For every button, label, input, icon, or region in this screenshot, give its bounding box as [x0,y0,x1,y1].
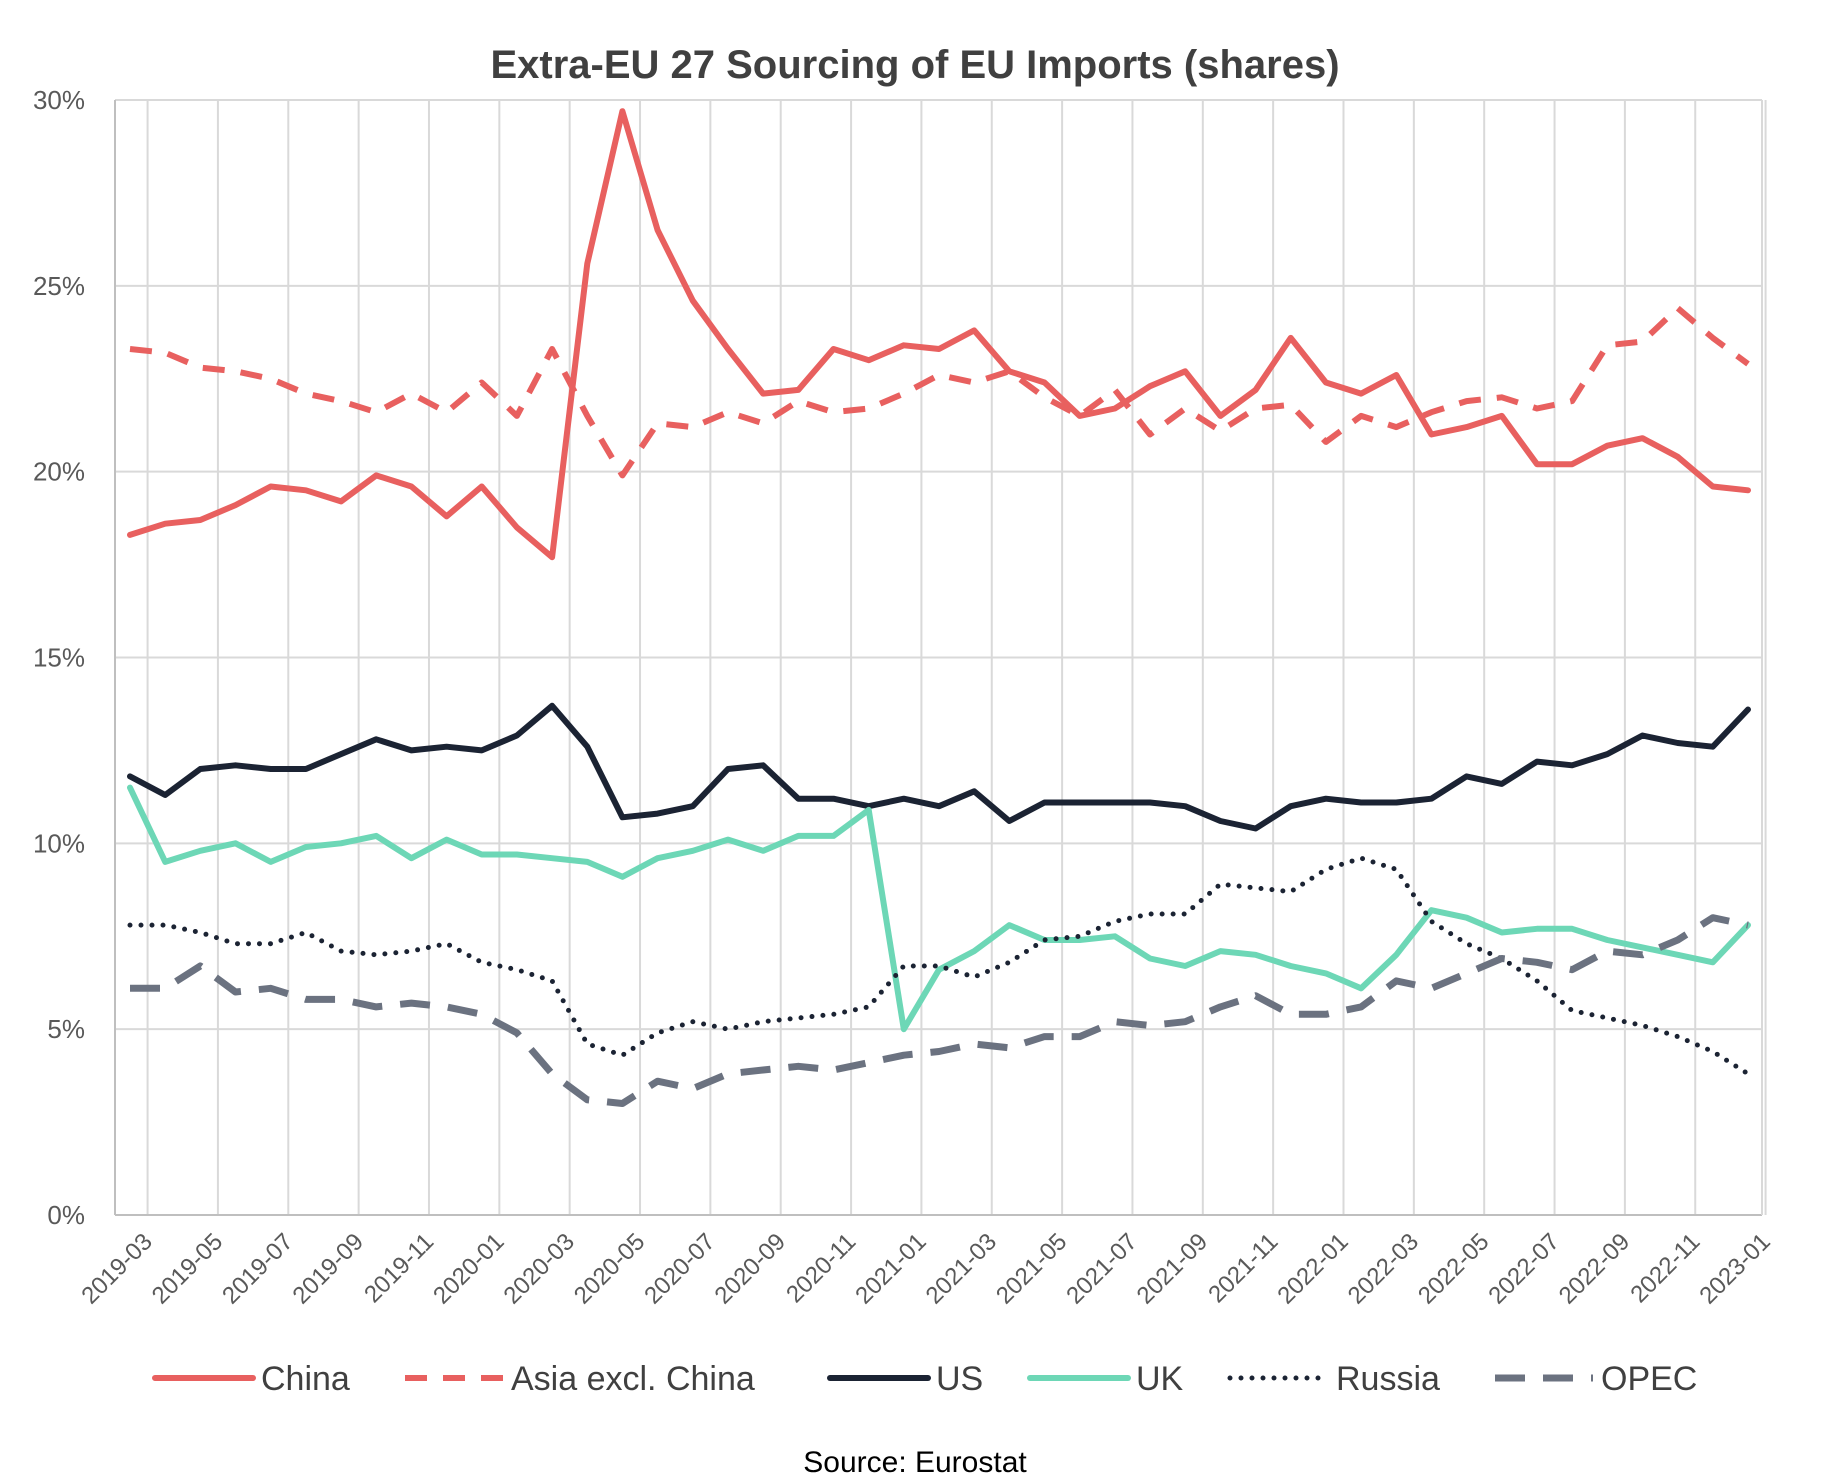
series-line-china [127,108,1751,561]
y-tick-label: 20% [33,457,85,487]
series-line-uk [127,784,1751,1033]
axes [114,100,1763,1216]
x-tick-label: 2020-07 [639,1228,720,1309]
x-tick-label: 2022-05 [1413,1228,1494,1309]
y-tick-label: 5% [47,1014,85,1044]
legend-item: UK [1027,1360,1184,1398]
x-tick-label: 2021-11 [1203,1228,1283,1308]
x-tick-label: 2021-05 [991,1228,1072,1309]
x-tick-label: 2021-03 [921,1228,1002,1309]
x-tick-label: 2020-11 [781,1228,861,1308]
y-tick-label: 15% [33,643,85,673]
legend-label: UK [1136,1360,1184,1398]
x-tick-label: 2019-09 [288,1228,369,1309]
series-line-russia [127,855,1751,1077]
y-tick-label: 30% [33,85,85,115]
legend-label: OPEC [1601,1360,1697,1398]
x-tick-label: 2022-01 [1272,1228,1353,1309]
series-line-opec [130,914,1749,1107]
legend: China Asia excl. China US UK Russia OPEC [152,1360,1697,1398]
series-line-us [127,702,1751,832]
chart-title: Extra-EU 27 Sourcing of EU Imports (shar… [490,43,1339,87]
gridlines [115,99,1767,1215]
y-tick-label: 10% [33,828,85,858]
y-axis-ticks: 0% 5% 10% 15% 20% 25% 30% [33,85,85,1230]
legend-item: Russia [1227,1360,1440,1398]
x-tick-label: 2019-03 [76,1228,157,1309]
x-tick-label: 2023-01 [1694,1228,1775,1309]
legend-label: China [261,1360,350,1398]
x-tick-label: 2022-03 [1343,1228,1424,1309]
x-tick-label: 2020-05 [569,1228,650,1309]
legend-item: China [152,1360,350,1398]
x-axis-ticks: 2019-032019-052019-072019-092019-112020-… [76,1228,1775,1309]
x-tick-label: 2019-07 [217,1228,298,1309]
x-tick-label: 2022-11 [1625,1228,1705,1308]
legend-label: US [936,1360,983,1398]
x-tick-label: 2020-03 [499,1228,580,1309]
x-tick-label: 2019-11 [359,1228,439,1308]
source-note: Source: Eurostat [803,1446,1027,1479]
x-tick-label: 2020-09 [710,1228,791,1309]
plot-area [127,108,1751,1107]
x-tick-label: 2022-07 [1483,1228,1564,1309]
series-line-asia-excl-china [129,305,1750,479]
x-tick-label: 2020-01 [428,1228,509,1309]
legend-label: Russia [1336,1360,1440,1398]
x-tick-label: 2021-01 [850,1228,931,1309]
y-tick-label: 25% [33,271,85,301]
y-tick-label: 0% [47,1200,85,1230]
x-tick-label: 2021-09 [1132,1228,1213,1309]
legend-item: Asia excl. China [405,1360,755,1398]
legend-label: Asia excl. China [511,1360,755,1398]
legend-item: OPEC [1495,1360,1697,1398]
legend-item: US [827,1360,983,1398]
x-tick-label: 2022-09 [1554,1228,1635,1309]
x-tick-label: 2021-07 [1061,1228,1142,1309]
x-tick-label: 2019-05 [147,1228,228,1309]
